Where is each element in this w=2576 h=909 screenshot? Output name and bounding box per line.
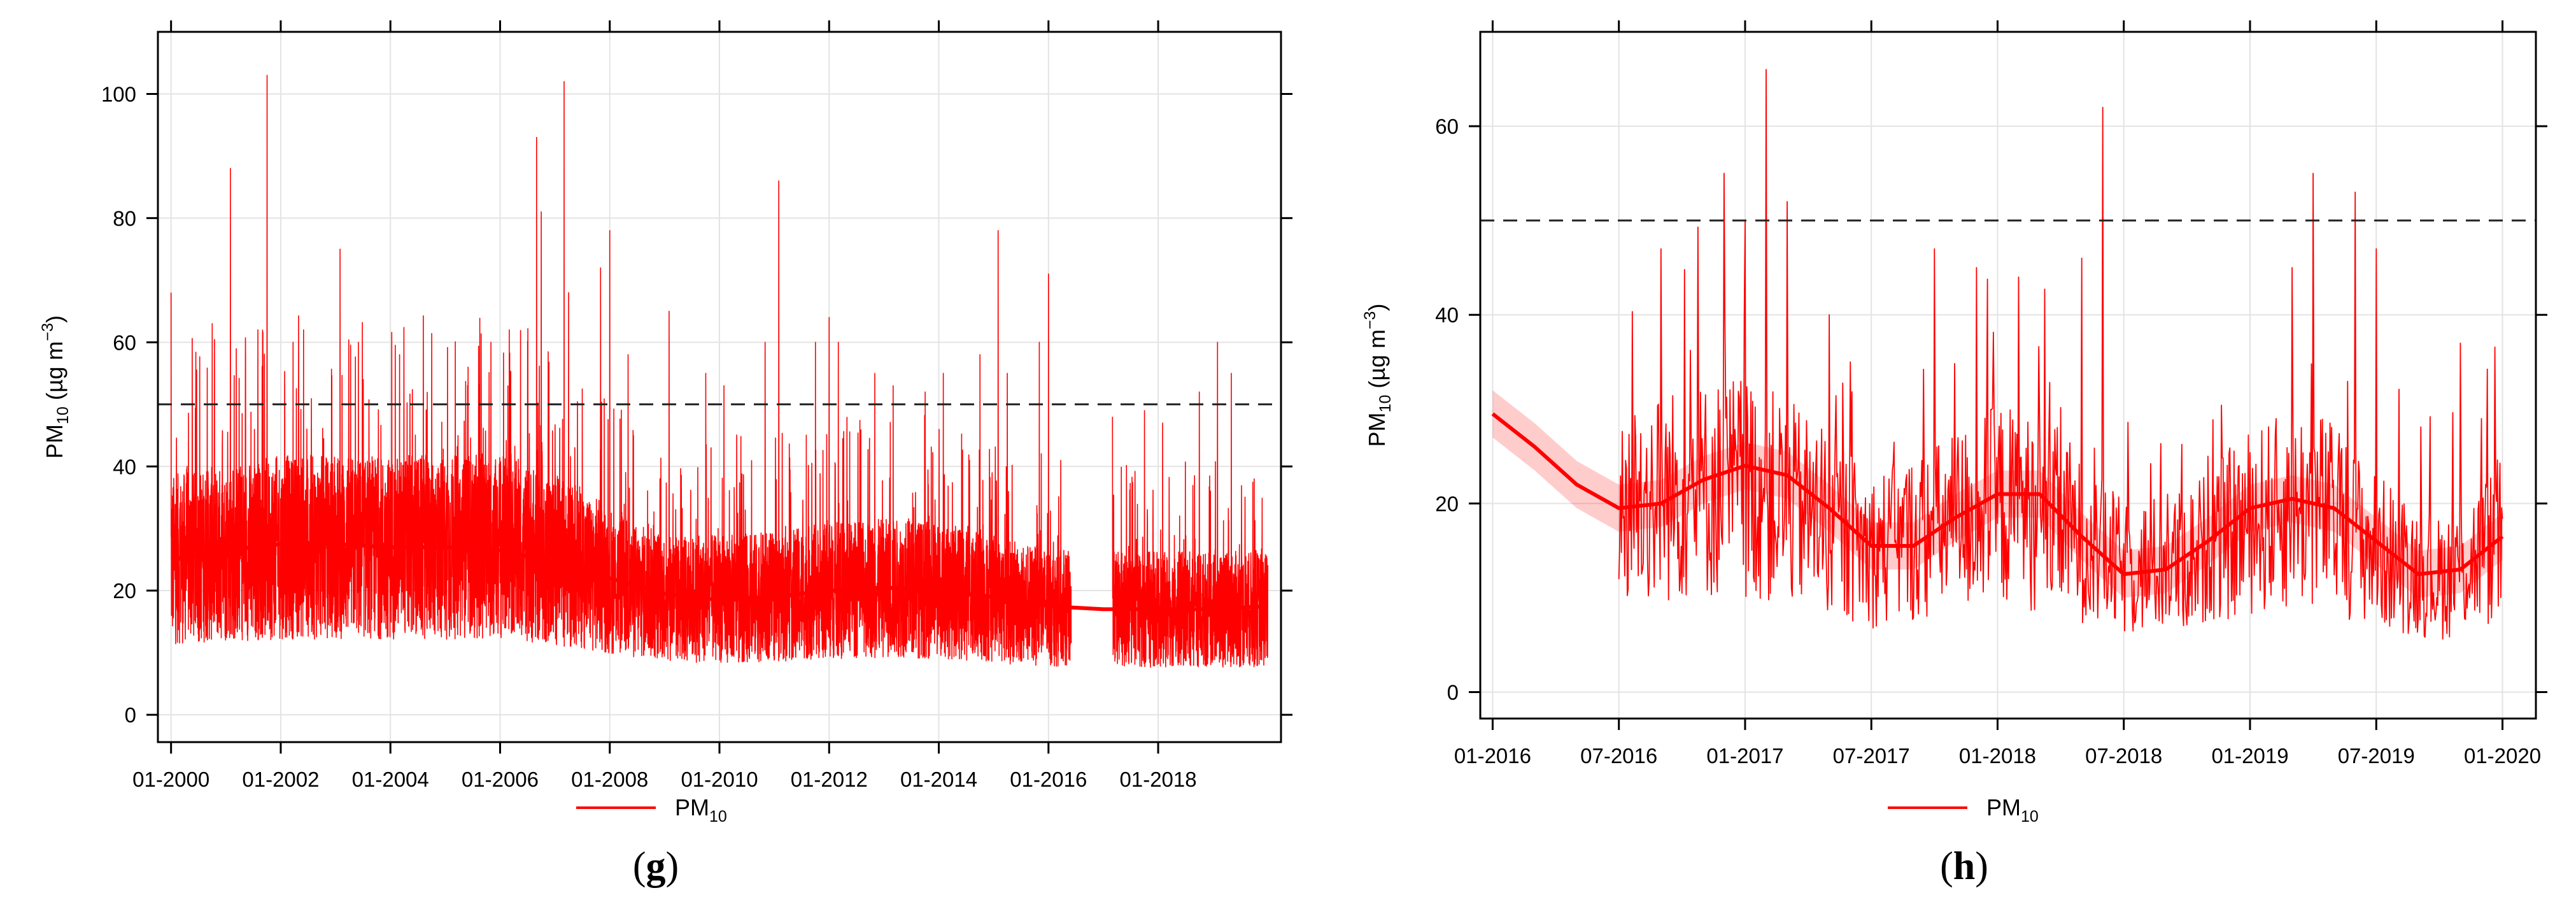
y-tick-label: 100 [101, 82, 136, 106]
y-tick-label: 40 [113, 455, 136, 478]
legend-label-base: PM [675, 794, 709, 820]
series-trend-line [171, 542, 1268, 612]
x-tick-label: 01-2017 [1706, 744, 1783, 768]
x-tick-label: 01-2018 [1959, 744, 2036, 768]
chart-panel-h: 01-2016 07-2016 01-2017 07-2017 01-2018 07-20… [1361, 20, 2547, 888]
y-tick-label: 20 [113, 579, 136, 603]
caption-paren-close: ) [1975, 845, 1988, 888]
caption-letter: h [1953, 845, 1975, 888]
x-tick-label: 01-2008 [571, 768, 648, 791]
series-daily-line [1112, 341, 1269, 668]
y-tick-label: 40 [1435, 303, 1459, 327]
legend-label-base: PM [1986, 794, 2021, 820]
y-tick-label: 20 [1435, 492, 1459, 515]
caption-paren-open: ( [633, 845, 646, 888]
series-trend-line [1491, 412, 2504, 576]
legend-label-subscript: 10 [2021, 808, 2039, 826]
x-tick-label: 01-2018 [1120, 768, 1197, 791]
x-tick-label: 01-2004 [352, 768, 429, 791]
chart-panel-g: 01-2000 01-2002 01-2004 01-2006 01-2008 01-20… [39, 20, 1292, 888]
y-axis-label-subscript: 10 [54, 406, 72, 424]
x-tick-label: 01-2002 [242, 768, 319, 791]
y-tick-label: 60 [1435, 115, 1459, 138]
x-tick-label: 01-2012 [791, 768, 868, 791]
x-tick-label: 01-2016 [1010, 768, 1087, 791]
panel-caption: (h) [1940, 845, 1988, 888]
y-tick-label: 0 [125, 703, 136, 727]
x-tick-label: 01-2019 [2211, 744, 2288, 768]
x-tick-label: 07-2018 [2085, 744, 2162, 768]
y-axis-label-base: PM [41, 424, 67, 459]
caption-paren-open: ( [1940, 845, 1953, 888]
x-tick-label: 01-2014 [900, 768, 977, 791]
y-tick-label: 0 [1447, 681, 1459, 705]
x-tick-label: 07-2016 [1580, 744, 1657, 768]
series-daily-line [1618, 69, 2503, 640]
y-tick-label: 80 [113, 206, 136, 230]
y-axis-label-units: (µg m [1364, 329, 1390, 395]
x-tick-label: 01-2000 [132, 768, 209, 791]
y-axis-label-superscript: −3 [1361, 311, 1379, 329]
caption-letter: g [646, 845, 666, 888]
x-tick-label: 01-2006 [462, 768, 539, 791]
x-tick-label: 07-2017 [1833, 744, 1910, 768]
y-axis-label: PM10 (µg m−3) [1361, 303, 1394, 447]
y-axis-label-superscript: −3 [39, 323, 57, 341]
plot-frame [1479, 31, 2537, 720]
panel-caption: (g) [633, 845, 679, 888]
x-tick-label: 01-2010 [681, 768, 758, 791]
x-tick-label: 07-2019 [2338, 744, 2415, 768]
legend-label-subscript: 10 [709, 808, 727, 826]
y-axis-label-units: (µg m [41, 341, 67, 406]
y-axis-label-subscript: 10 [1376, 395, 1394, 413]
y-axis-label-base: PM [1364, 413, 1390, 447]
legend-label: PM10 [675, 794, 727, 826]
x-tick-label: 01-2016 [1454, 744, 1531, 768]
caption-paren-close: ) [666, 845, 679, 888]
y-axis-label-units-close: ) [41, 315, 67, 323]
series-daily-line [170, 75, 1072, 667]
y-axis-label-units-close: ) [1364, 303, 1390, 311]
y-axis-label: PM10 (µg m−3) [39, 315, 72, 459]
x-tick-label: 01-2020 [2464, 744, 2541, 768]
y-tick-label: 60 [113, 331, 136, 354]
legend-label: PM10 [1986, 794, 2039, 826]
